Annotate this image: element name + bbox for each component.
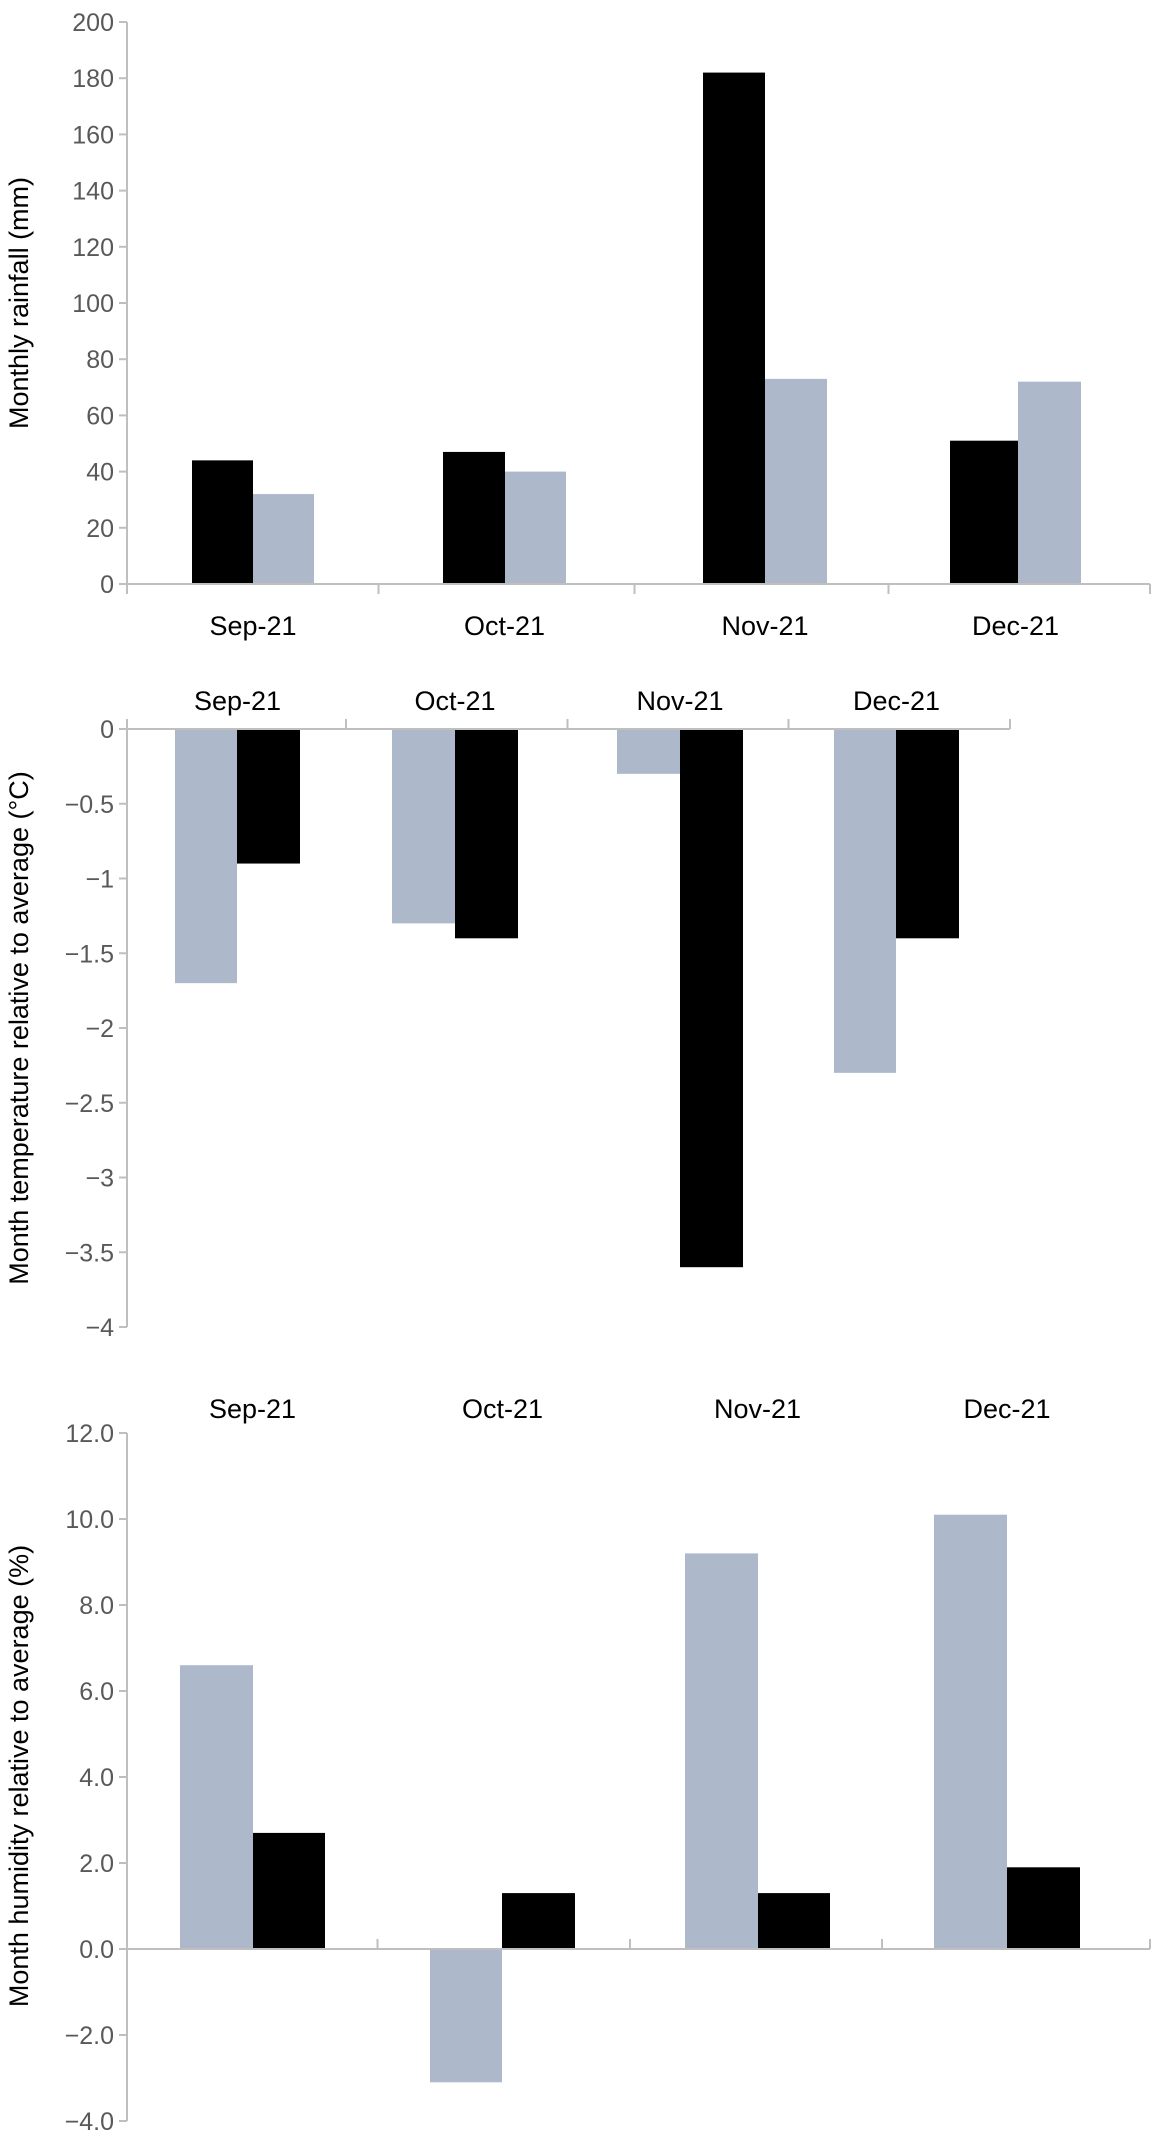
bar-oct-21-series-1 <box>443 451 505 584</box>
bar-nov-21-series-2 <box>758 1893 830 1949</box>
bar-dec-21-series-1 <box>934 1514 1007 1949</box>
bar-dec-21-series-1 <box>950 440 1018 584</box>
bar-sep-21-series-2 <box>253 1832 325 1949</box>
y-tick-label: −3 <box>85 1165 114 1193</box>
category-label: Oct-21 <box>464 611 545 641</box>
y-tick-label: 0 <box>100 571 114 599</box>
bar-oct-21-series-2 <box>505 471 566 584</box>
category-label: Sep-21 <box>209 1394 296 1424</box>
y-tick-label: 4.0 <box>79 1764 114 1792</box>
bar-dec-21-series-1 <box>834 729 896 1073</box>
y-tick-label: −2.5 <box>65 1090 114 1118</box>
bar-oct-21-series-1 <box>392 729 455 924</box>
category-label: Dec-21 <box>853 686 940 716</box>
y-tick-label: 100 <box>72 290 114 318</box>
bar-nov-21-series-1 <box>617 729 680 774</box>
bar-nov-21-series-1 <box>685 1553 758 1949</box>
category-label: Oct-21 <box>462 1394 543 1424</box>
y-tick-label: 40 <box>86 459 114 487</box>
bar-dec-21-series-2 <box>1018 381 1081 584</box>
category-label: Nov-21 <box>721 611 808 641</box>
y-tick-label: −3.5 <box>65 1239 114 1267</box>
category-label: Sep-21 <box>209 611 296 641</box>
category-label: Nov-21 <box>636 686 723 716</box>
bar-oct-21-series-2 <box>455 729 518 939</box>
y-tick-label: 6.0 <box>79 1678 114 1706</box>
bar-nov-21-series-2 <box>680 729 743 1268</box>
y-tick-label: 10.0 <box>65 1506 114 1534</box>
category-label: Sep-21 <box>194 686 281 716</box>
bar-dec-21-series-2 <box>896 729 959 939</box>
category-label: Nov-21 <box>714 1394 801 1424</box>
y-tick-label: 20 <box>86 515 114 543</box>
bar-dec-21-series-2 <box>1007 1867 1080 1949</box>
y-tick-label: −1.5 <box>65 940 114 968</box>
y-tick-label: 160 <box>72 121 114 149</box>
y-tick-label: 140 <box>72 178 114 206</box>
rainfall-panel: 0 20 40 60 80 100 120 140 160 180 200 Sep-21 Oct-21 N… <box>4 9 1151 641</box>
temperature-panel: −4 −3.5 −3 −2.5 −2 −1.5 −1 −0.5 0 Sep-21 Oct-21 Nov… <box>4 686 1011 1342</box>
y-tick-label: −1 <box>85 866 114 894</box>
bar-nov-21-series-2 <box>765 378 827 584</box>
y-axis-title: Monthly rainfall (mm) <box>4 177 34 429</box>
y-tick-label: −2.0 <box>65 2022 114 2050</box>
y-axis-title: Month humidity relative to average (%) <box>4 1545 34 2007</box>
y-tick-label: 8.0 <box>79 1592 114 1620</box>
y-tick-label: 12.0 <box>65 1420 114 1448</box>
y-axis-title: Month temperature relative to average (°… <box>4 771 34 1285</box>
bar-sep-21-series-1 <box>192 460 253 584</box>
category-label: Dec-21 <box>972 611 1059 641</box>
y-tick-label: 0 <box>100 716 114 744</box>
y-tick-label: −4 <box>85 1314 114 1342</box>
y-tick-label: −4.0 <box>65 2108 114 2136</box>
y-tick-label: −0.5 <box>65 791 114 819</box>
humidity-panel: −4.0 −2.0 0.0 2.0 4.0 6.0 8.0 10.0 12.0 Sep-21 Oct… <box>4 1394 1151 2136</box>
category-label: Oct-21 <box>414 686 495 716</box>
bar-oct-21-series-2 <box>502 1893 575 1949</box>
y-tick-label: 200 <box>72 9 114 37</box>
y-tick-label: 180 <box>72 65 114 93</box>
y-tick-label: 60 <box>86 402 114 430</box>
bar-nov-21-series-1 <box>703 72 765 584</box>
bar-sep-21-series-1 <box>175 729 237 984</box>
bar-oct-21-series-1 <box>430 1949 502 2083</box>
y-tick-label: 120 <box>72 234 114 262</box>
y-tick-label: −2 <box>85 1015 114 1043</box>
category-label: Dec-21 <box>963 1394 1050 1424</box>
y-tick-label: 0.0 <box>79 1936 114 1964</box>
y-tick-label: 80 <box>86 346 114 374</box>
bar-sep-21-series-2 <box>253 494 314 584</box>
bar-sep-21-series-2 <box>237 729 300 864</box>
y-tick-label: 2.0 <box>79 1850 114 1878</box>
bar-sep-21-series-1 <box>180 1665 253 1949</box>
